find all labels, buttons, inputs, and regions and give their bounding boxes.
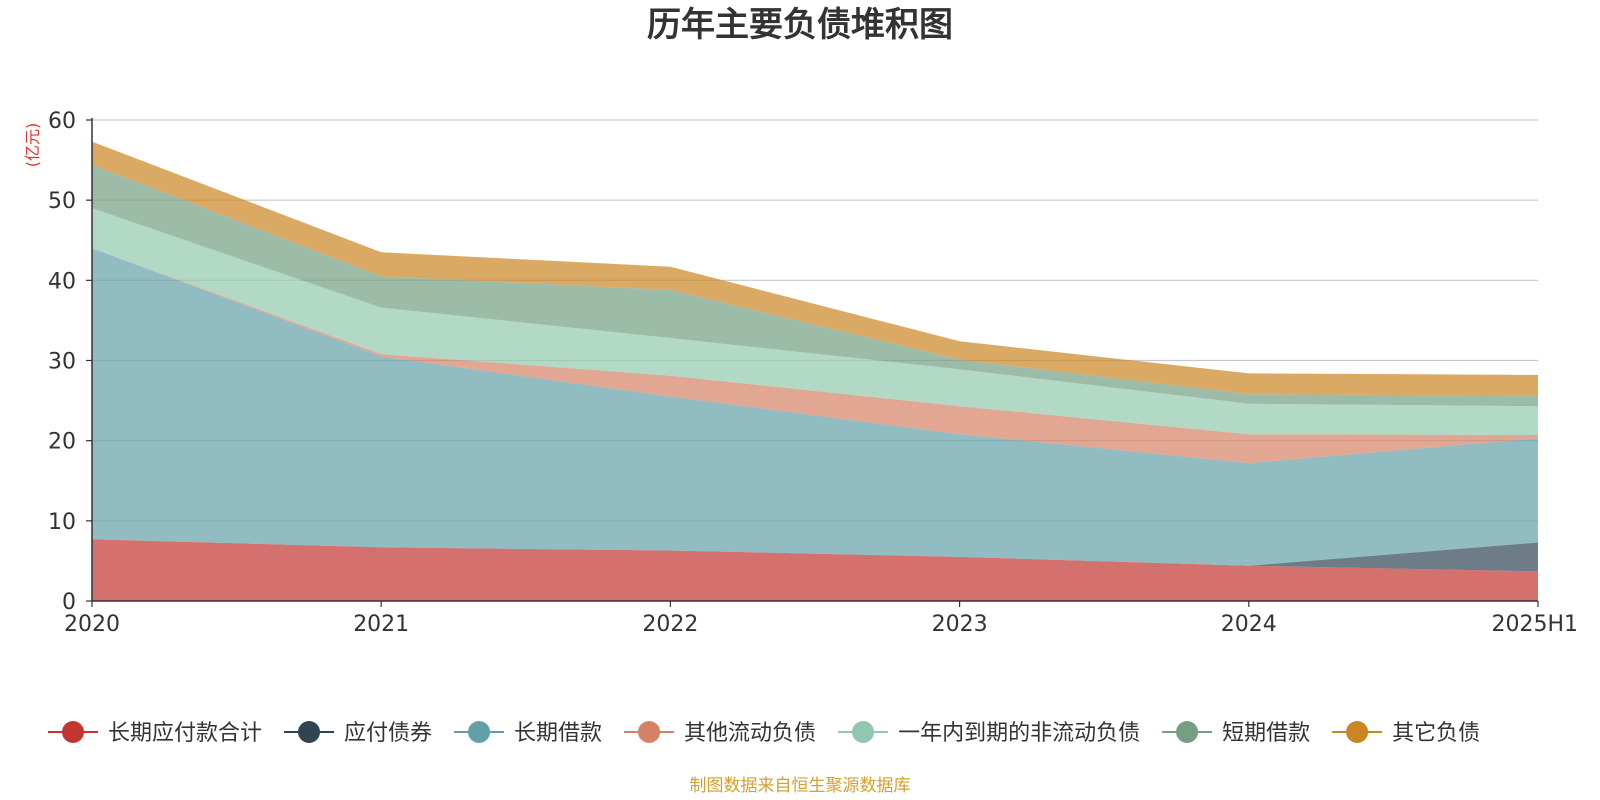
area-series-group <box>92 141 1538 601</box>
legend: 长期应付款合计 应付债券 长期借款 其他流动负债 一年内到期的非流动负债 短期借款 其它负债 <box>48 721 1480 746</box>
axes: 0 10 20 30 40 50 60 2020 2021 2022 2023 2024 2025H1 <box>48 109 1578 637</box>
legend-marker <box>468 721 491 743</box>
y-tick-label: 30 <box>48 350 76 375</box>
area-series-3 <box>92 248 1538 464</box>
x-tick-label: 2024 <box>1221 612 1277 637</box>
x-tick-label: 2020 <box>64 612 120 637</box>
area-series-4 <box>92 208 1538 436</box>
legend-item[interactable]: 长期应付款合计 <box>48 721 262 746</box>
y-tick-label: 10 <box>48 510 76 535</box>
y-tick-label: 0 <box>62 590 76 615</box>
legend-marker <box>852 721 875 743</box>
y-axis-unit-label: (亿元) <box>23 123 42 168</box>
legend-marker <box>62 721 84 743</box>
x-tick-label: 2021 <box>353 612 409 637</box>
legend-marker <box>298 721 321 743</box>
source-note: 制图数据来自恒生聚源数据库 <box>690 776 911 796</box>
legend-label: 短期借款 <box>1222 721 1310 746</box>
legend-label: 应付债券 <box>344 721 432 746</box>
legend-item[interactable]: 短期借款 <box>1162 721 1310 746</box>
y-tick-label: 60 <box>48 109 76 134</box>
x-tick-label: 2023 <box>932 612 988 637</box>
legend-marker <box>638 721 661 743</box>
legend-item[interactable]: 其它负债 <box>1332 721 1480 746</box>
x-tick-label: 2022 <box>642 612 698 637</box>
x-tick-label: 2025H1 <box>1491 612 1578 637</box>
legend-label: 长期借款 <box>514 721 602 746</box>
legend-marker <box>1346 721 1369 743</box>
chart-title: 历年主要负债堆积图 <box>647 5 953 45</box>
legend-label: 一年内到期的非流动负债 <box>898 721 1140 746</box>
legend-marker <box>1176 721 1199 743</box>
area-series-6 <box>92 141 1538 396</box>
area-series-5 <box>92 164 1538 407</box>
y-tick-label: 50 <box>48 189 76 214</box>
legend-item[interactable]: 一年内到期的非流动负债 <box>838 721 1140 746</box>
area-series-0 <box>92 539 1538 601</box>
legend-label: 长期应付款合计 <box>108 721 262 746</box>
legend-label: 其他流动负债 <box>684 721 816 746</box>
legend-label: 其它负债 <box>1392 721 1480 746</box>
y-tick-label: 20 <box>48 430 76 455</box>
legend-item[interactable]: 长期借款 <box>454 721 602 746</box>
area-series-2 <box>92 248 1538 566</box>
area-series-1 <box>92 539 1538 572</box>
y-tick-label: 40 <box>48 269 76 294</box>
legend-item[interactable]: 其他流动负债 <box>624 721 816 746</box>
legend-item[interactable]: 应付债券 <box>284 721 432 746</box>
